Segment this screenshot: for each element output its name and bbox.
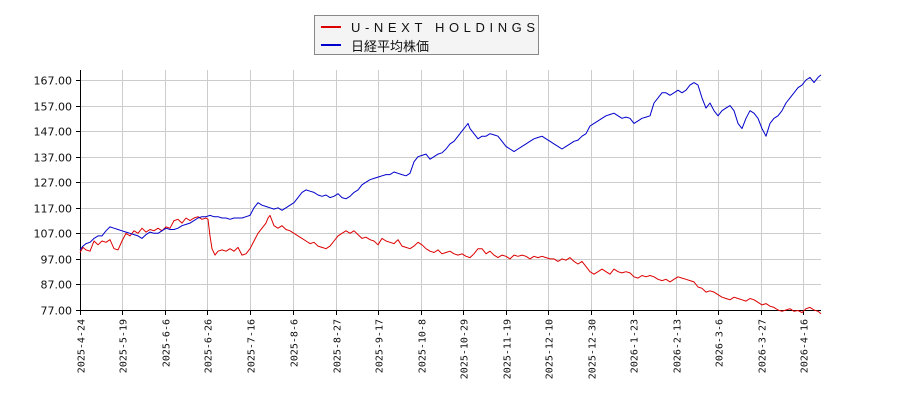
x-tick-label: 2025-10-8 [418, 319, 429, 373]
y-tick-label: 107.00 [34, 228, 73, 241]
x-tick-label: 2025-6-26 [204, 319, 215, 373]
data-series [79, 74, 822, 315]
x-tick-label: 2026-2-13 [673, 319, 684, 373]
legend-swatch-red [321, 26, 341, 28]
x-tick-label: 2026-4-16 [800, 319, 811, 373]
y-tick-label: 87.00 [41, 279, 73, 292]
chart-legend: U-NEXT HOLDINGS 日経平均株価 [314, 15, 539, 55]
y-tick-label: 147.00 [34, 126, 73, 139]
legend-label-unext: U-NEXT HOLDINGS [351, 19, 540, 35]
y-tick-label: 167.00 [34, 75, 73, 88]
y-tick-label: 97.00 [41, 254, 73, 267]
y-axis: 77.00 87.00 97.00 107.00 117.00 127.00 137.00 1… [34, 70, 81, 318]
legend-label-nikkei: 日経平均株価 [351, 39, 430, 55]
y-tick-label: 127.00 [34, 177, 73, 190]
x-tick-label: 2026-3-6 [715, 319, 726, 367]
x-tick-label: 2026-3-27 [758, 319, 769, 373]
x-tick-label: 2025-10-29 [460, 319, 471, 379]
y-tick-label: 137.00 [34, 152, 73, 165]
nikkei-price-line [79, 74, 822, 251]
x-tick-label: 2025-4-24 [77, 319, 88, 373]
x-tick-label: 2026-1-23 [630, 319, 641, 373]
grid-lines [80, 70, 821, 310]
x-tick-label: 2025-11-19 [503, 319, 514, 379]
y-tick-label: 77.00 [41, 305, 73, 318]
x-tick-label: 2025-6-6 [162, 319, 173, 367]
x-tick-label: 2025-7-16 [247, 319, 258, 373]
x-tick-label: 2025-12-10 [545, 319, 556, 379]
legend-swatch-blue [321, 44, 341, 46]
legend-item-unext: U-NEXT HOLDINGS [321, 18, 540, 36]
y-tick-label: 157.00 [34, 101, 73, 114]
unext-price-line [79, 214, 822, 315]
x-tick-label: 2025-8-27 [333, 319, 344, 373]
x-axis: 2025-4-24 2025-5-19 2025-6-6 2025-6-26 2025-… [77, 310, 821, 379]
x-tick-label: 2025-9-17 [375, 319, 386, 373]
x-tick-label: 2025-8-6 [290, 319, 301, 367]
y-tick-label: 117.00 [34, 203, 73, 216]
x-tick-label: 2025-5-19 [119, 319, 130, 373]
legend-item-nikkei: 日経平均株価 [321, 36, 430, 55]
x-tick-label: 2025-12-30 [588, 319, 599, 379]
